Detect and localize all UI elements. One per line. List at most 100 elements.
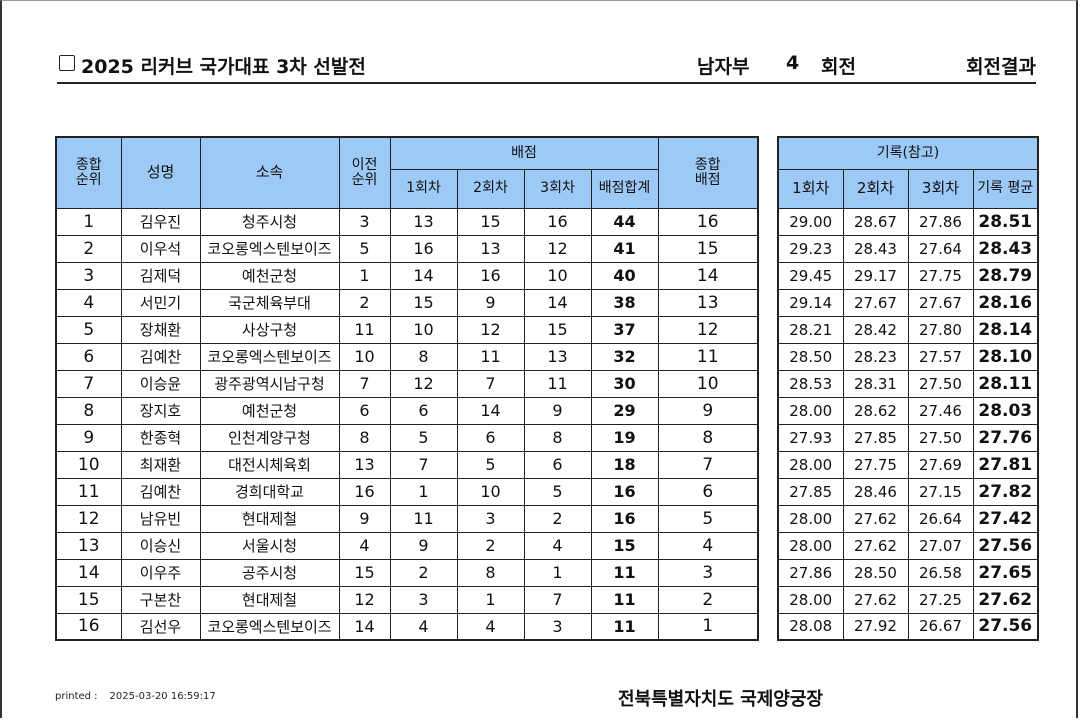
cell-team: 현대제철 xyxy=(199,585,340,614)
table-row: 4 서민기 국군체육부대 2 15 9 14 38 13 xyxy=(55,288,759,317)
cell-rec-end2: 27.67 xyxy=(842,288,909,317)
cell-rec-end3: 27.07 xyxy=(907,531,974,560)
cell-team: 코오롱엑스텐보이즈 xyxy=(199,612,340,641)
cell-rank: 13 xyxy=(55,531,122,560)
cell-end1: 11 xyxy=(389,504,458,533)
cell-rank: 14 xyxy=(55,558,122,587)
cell-rec-end1: 29.23 xyxy=(777,234,844,263)
cell-rec-end3: 27.50 xyxy=(907,423,974,452)
cell-points-sum: 40 xyxy=(590,261,659,290)
cell-rec-avg: 28.10 xyxy=(972,342,1039,371)
cell-name: 장채환 xyxy=(120,315,201,344)
cell-end3: 14 xyxy=(523,288,592,317)
cell-total-points: 16 xyxy=(657,207,759,236)
cell-rec-avg: 28.11 xyxy=(972,369,1039,398)
cell-rec-end2: 27.85 xyxy=(842,423,909,452)
cell-rec-end1: 29.14 xyxy=(777,288,844,317)
cell-rec-end1: 29.45 xyxy=(777,261,844,290)
cell-rec-end3: 27.69 xyxy=(907,450,974,479)
cell-end2: 3 xyxy=(456,504,525,533)
printed-info: printed : 2025-03-20 16:59:17 xyxy=(55,691,216,702)
cell-team: 경희대학교 xyxy=(199,477,340,506)
cell-rec-avg: 28.79 xyxy=(972,261,1039,290)
cell-rec-end2: 28.46 xyxy=(842,477,909,506)
cell-rec-end3: 27.64 xyxy=(907,234,974,263)
cell-end1: 9 xyxy=(389,531,458,560)
cell-rec-end2: 28.23 xyxy=(842,342,909,371)
col-rec-end2: 2회차 xyxy=(842,168,909,209)
table-row: 6 김예찬 코오롱엑스텐보이즈 10 8 11 13 32 11 xyxy=(55,342,759,371)
cell-prev-rank: 16 xyxy=(338,477,391,506)
cell-points-sum: 19 xyxy=(590,423,659,452)
cell-rec-end1: 28.53 xyxy=(777,369,844,398)
cell-rec-end1: 28.00 xyxy=(777,396,844,425)
table-row: 3 김제덕 예천군청 1 14 16 10 40 14 xyxy=(55,261,759,290)
cell-team: 대전시체육회 xyxy=(199,450,340,479)
table-row: 2 이우석 코오롱엑스텐보이즈 5 16 13 12 41 15 xyxy=(55,234,759,263)
record-row: 28.00 28.62 27.46 28.03 xyxy=(777,396,1039,425)
cell-total-points: 11 xyxy=(657,342,759,371)
col-team: 소속 xyxy=(199,136,340,209)
cell-prev-rank: 12 xyxy=(338,585,391,614)
cell-end1: 8 xyxy=(389,342,458,371)
col-name: 성명 xyxy=(120,136,201,209)
cell-prev-rank: 5 xyxy=(338,234,391,263)
cell-total-points: 3 xyxy=(657,558,759,587)
table-row: 9 한종혁 인천계양구청 8 5 6 8 19 8 xyxy=(55,423,759,452)
record-row: 28.00 27.62 27.25 27.62 xyxy=(777,585,1039,614)
cell-name: 이승신 xyxy=(120,531,201,560)
cell-rank: 9 xyxy=(55,423,122,452)
cell-end3: 12 xyxy=(523,234,592,263)
table-row: 15 구본찬 현대제철 12 3 1 7 11 2 xyxy=(55,585,759,614)
cell-total-points: 5 xyxy=(657,504,759,533)
col-total-points: 종합 배점 xyxy=(657,136,759,209)
cell-prev-rank: 6 xyxy=(338,396,391,425)
cell-total-points: 4 xyxy=(657,531,759,560)
cell-points-sum: 16 xyxy=(590,477,659,506)
table-row: 14 이우주 공주시청 15 2 8 1 11 3 xyxy=(55,558,759,587)
title-checkbox[interactable] xyxy=(59,55,75,71)
cell-points-sum: 18 xyxy=(590,450,659,479)
cell-rank: 8 xyxy=(55,396,122,425)
cell-rec-end3: 27.80 xyxy=(907,315,974,344)
cell-rec-end3: 26.64 xyxy=(907,504,974,533)
cell-rec-avg: 28.43 xyxy=(972,234,1039,263)
printed-label: printed : xyxy=(55,691,98,702)
cell-rec-end1: 27.85 xyxy=(777,477,844,506)
record-row: 28.00 27.62 27.07 27.56 xyxy=(777,531,1039,560)
cell-name: 남유빈 xyxy=(120,504,201,533)
record-row: 27.85 28.46 27.15 27.82 xyxy=(777,477,1039,506)
cell-end2: 4 xyxy=(456,612,525,641)
cell-end3: 7 xyxy=(523,585,592,614)
results-table: 종합 순위 성명 소속 이전 순위 배점 종합 배점 1회차 2회차 3회차 배… xyxy=(55,136,759,641)
cell-rec-avg: 27.42 xyxy=(972,504,1039,533)
cell-rank: 12 xyxy=(55,504,122,533)
cell-team: 서울시청 xyxy=(199,531,340,560)
page-title: 2025 리커브 국가대표 3차 선발전 xyxy=(81,56,366,78)
table-row: 5 장채환 사상구청 11 10 12 15 37 12 xyxy=(55,315,759,344)
table-row: 8 장지호 예천군청 6 6 14 9 29 9 xyxy=(55,396,759,425)
cell-rec-end2: 29.17 xyxy=(842,261,909,290)
cell-end2: 2 xyxy=(456,531,525,560)
cell-team: 국군체육부대 xyxy=(199,288,340,317)
cell-end2: 12 xyxy=(456,315,525,344)
cell-name: 김우진 xyxy=(120,207,201,236)
cell-end3: 6 xyxy=(523,450,592,479)
cell-name: 최재환 xyxy=(120,450,201,479)
cell-end2: 11 xyxy=(456,342,525,371)
cell-total-points: 9 xyxy=(657,396,759,425)
record-row: 28.08 27.92 26.67 27.56 xyxy=(777,612,1039,641)
cell-rec-end2: 28.43 xyxy=(842,234,909,263)
cell-rec-end3: 26.67 xyxy=(907,612,974,641)
cell-rec-avg: 27.62 xyxy=(972,585,1039,614)
cell-rank: 6 xyxy=(55,342,122,371)
cell-end2: 10 xyxy=(456,477,525,506)
cell-name: 이우주 xyxy=(120,558,201,587)
cell-points-sum: 29 xyxy=(590,396,659,425)
cell-prev-rank: 9 xyxy=(338,504,391,533)
cell-points-sum: 41 xyxy=(590,234,659,263)
cell-total-points: 7 xyxy=(657,450,759,479)
cell-prev-rank: 7 xyxy=(338,369,391,398)
table-row: 12 남유빈 현대제철 9 11 3 2 16 5 xyxy=(55,504,759,533)
cell-rec-end1: 28.00 xyxy=(777,585,844,614)
